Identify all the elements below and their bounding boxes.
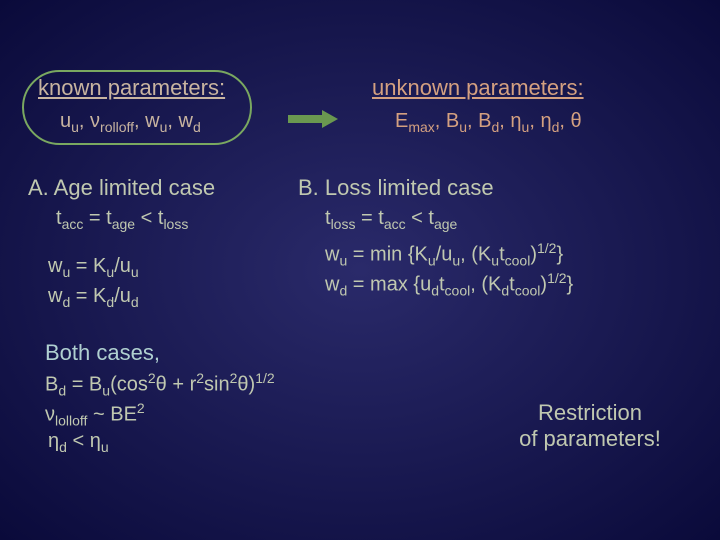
restriction-line2: of parameters! bbox=[519, 426, 661, 451]
both-cases-title: Both cases, bbox=[45, 340, 160, 366]
case-b-equation: tloss = tacc < tage bbox=[325, 207, 457, 232]
case-a-equation: tacc = tage < tloss bbox=[56, 207, 188, 232]
restriction-text: Restriction of parameters! bbox=[490, 400, 690, 452]
both-eq1: Bd = Bu(cos2θ + r2sin2θ)1/2 bbox=[45, 370, 275, 399]
both-eq3: ηd < ηu bbox=[48, 430, 109, 455]
case-b-wu: wu = min {Ku/uu, (Kutcool)1/2} bbox=[325, 240, 563, 269]
known-title: known parameters: bbox=[38, 75, 225, 101]
unknown-params: Emax, Bu, Bd, ηu, ηd, θ bbox=[395, 110, 582, 135]
arrow-icon bbox=[288, 110, 338, 133]
unknown-title: unknown parameters: bbox=[372, 75, 584, 101]
known-params: uu, νrolloff, wu, wd bbox=[60, 110, 201, 135]
case-a-title: A. Age limited case bbox=[28, 175, 215, 201]
both-eq2: νlolloff ~ BE2 bbox=[45, 400, 145, 429]
case-a-wu: wu = Ku/uu bbox=[48, 255, 139, 280]
case-b-wd: wd = max {udtcool, (Kdtcool)1/2} bbox=[325, 270, 573, 299]
case-b-title: B. Loss limited case bbox=[298, 175, 494, 201]
restriction-line1: Restriction bbox=[538, 400, 642, 425]
case-a-wd: wd = Kd/ud bbox=[48, 285, 139, 310]
